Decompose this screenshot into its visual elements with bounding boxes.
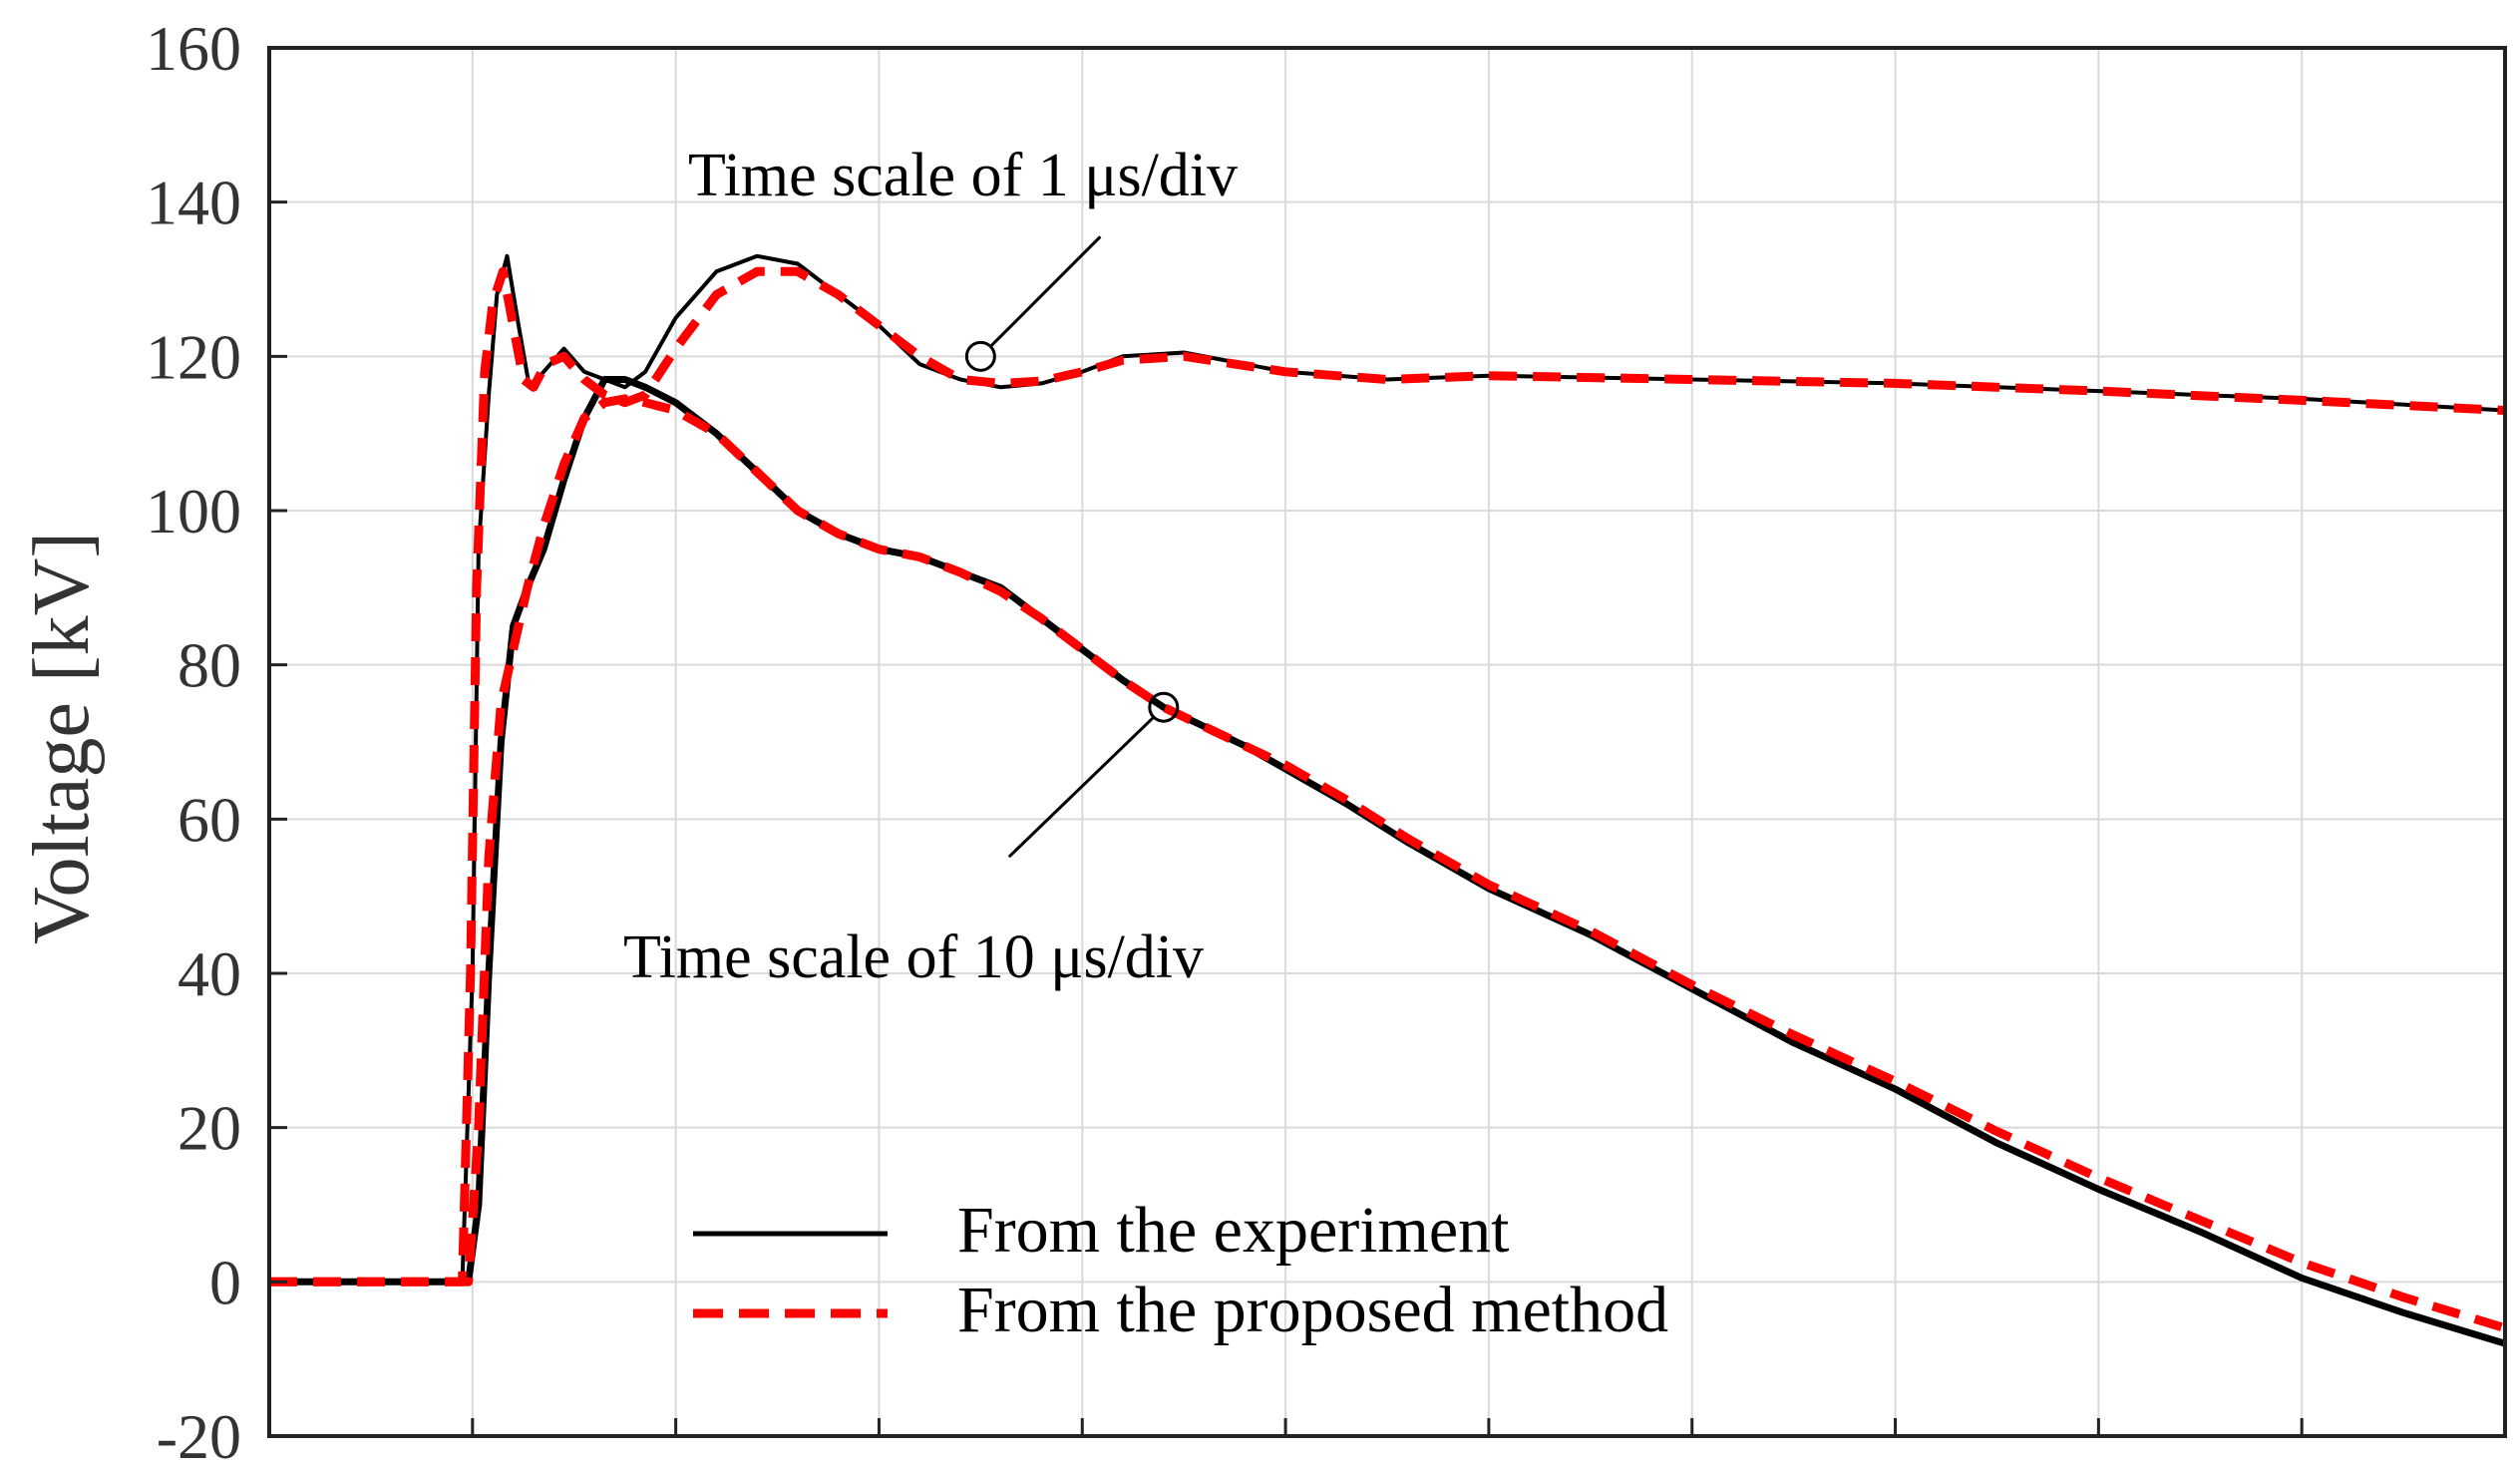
y-tick-label: 160 — [146, 13, 241, 84]
y-tick-label: 20 — [178, 1093, 241, 1164]
annotation-1us-text: Time scale of 1 μs/div — [688, 142, 1238, 209]
y-tick-label: 60 — [178, 784, 241, 855]
y-tick-label: -20 — [157, 1401, 241, 1471]
series-line-experiment-1us — [269, 253, 2506, 1285]
annotation-10us: Time scale of 10 μs/div — [623, 691, 1204, 991]
annotation-1us-marker — [964, 340, 996, 372]
y-tick-label: 100 — [146, 476, 241, 547]
annotation-1us: Time scale of 1 μs/div — [688, 142, 1238, 372]
y-ticks: -20 0 20 40 60 80 100 120 140 160 — [146, 13, 287, 1471]
y-tick-label: 80 — [178, 630, 241, 701]
y-tick-label: 140 — [146, 168, 241, 238]
series-line-proposed-1us — [269, 266, 2506, 1287]
annotation-10us-leader — [1007, 716, 1155, 859]
y-tick-label: 40 — [178, 938, 241, 1009]
annotation-1us-leader — [989, 235, 1102, 348]
series-line-proposed-10us — [269, 394, 2507, 1333]
x-ticks — [471, 1418, 2304, 1436]
annotation-10us-text: Time scale of 10 μs/div — [623, 923, 1204, 991]
y-tick-label: 0 — [209, 1247, 241, 1317]
series-group — [269, 253, 2507, 1347]
plot-frame — [267, 46, 2507, 1438]
legend-label-experiment: From the experiment — [957, 1194, 1510, 1267]
annotation-10us-marker — [1148, 691, 1180, 723]
y-axis-label: Voltage [kV] — [18, 532, 106, 944]
legend-label-proposed: From the proposed method — [957, 1274, 1668, 1346]
y-tick-label: 120 — [146, 321, 241, 392]
legend: From the experiment From the proposed me… — [693, 1194, 1668, 1346]
